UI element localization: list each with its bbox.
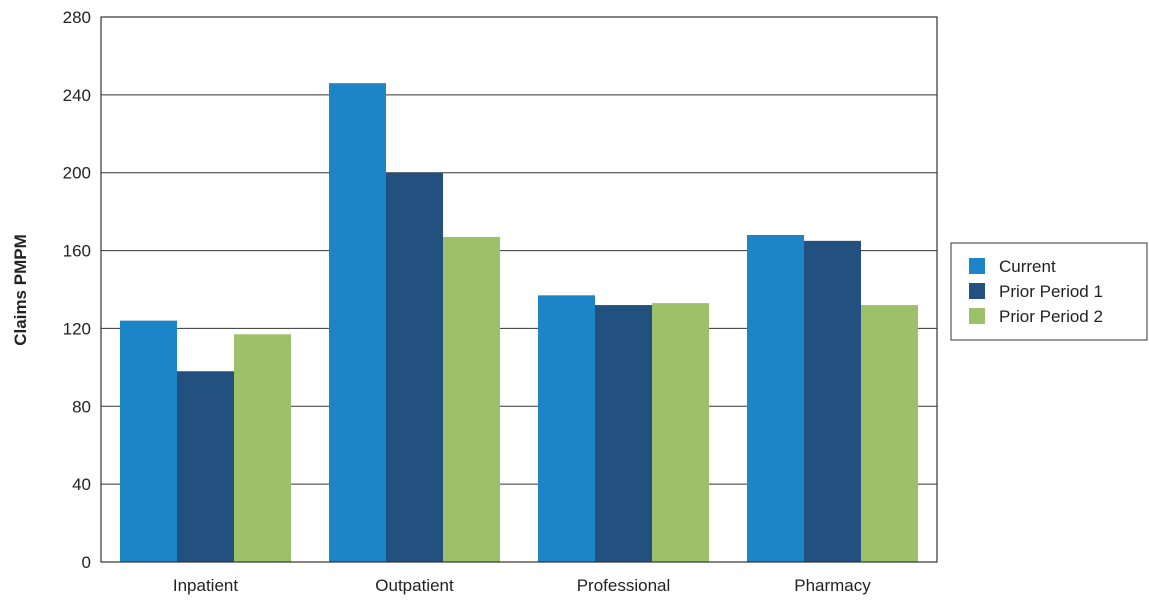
legend-swatch xyxy=(969,258,985,274)
bar-current-inpatient xyxy=(120,320,177,562)
bar-prior-period-2-pharmacy xyxy=(861,305,918,562)
y-tick-label: 40 xyxy=(72,475,91,494)
legend-label: Current xyxy=(999,257,1056,276)
y-tick-label: 280 xyxy=(63,8,91,27)
bar-current-pharmacy xyxy=(747,235,804,562)
x-category-label: Pharmacy xyxy=(794,576,871,595)
legend-label: Prior Period 1 xyxy=(999,282,1103,301)
y-tick-label: 120 xyxy=(63,319,91,338)
bar-prior-period-1-pharmacy xyxy=(804,240,861,562)
bar-prior-period-1-inpatient xyxy=(177,371,234,562)
bar-prior-period-2-professional xyxy=(652,303,709,562)
bar-current-outpatient xyxy=(329,83,386,562)
y-tick-label: 160 xyxy=(63,242,91,261)
legend-swatch xyxy=(969,308,985,324)
bar-current-professional xyxy=(538,295,595,562)
bar-prior-period-1-professional xyxy=(595,305,652,562)
y-tick-label: 240 xyxy=(63,86,91,105)
y-tick-labels: 0 40 80 120 160 200 240 280 xyxy=(63,8,91,572)
x-category-label: Inpatient xyxy=(173,576,238,595)
legend-swatch xyxy=(969,283,985,299)
x-category-label: Professional xyxy=(577,576,671,595)
y-axis-title: Claims PMPM xyxy=(11,234,30,345)
bar-prior-period-2-inpatient xyxy=(234,334,291,562)
y-tick-label: 200 xyxy=(63,164,91,183)
x-category-labels: Inpatient Outpatient Professional Pharmacy xyxy=(173,576,871,595)
legend: Current Prior Period 1 Prior Period 2 xyxy=(950,242,1148,341)
y-tick-label: 0 xyxy=(82,553,91,572)
legend-label: Prior Period 2 xyxy=(999,307,1103,326)
bars xyxy=(120,83,918,563)
bar-prior-period-2-outpatient xyxy=(443,236,500,563)
x-category-label: Outpatient xyxy=(375,576,454,595)
y-tick-label: 80 xyxy=(72,397,91,416)
plot-frame xyxy=(100,16,938,563)
bar-prior-period-1-outpatient xyxy=(386,172,443,562)
